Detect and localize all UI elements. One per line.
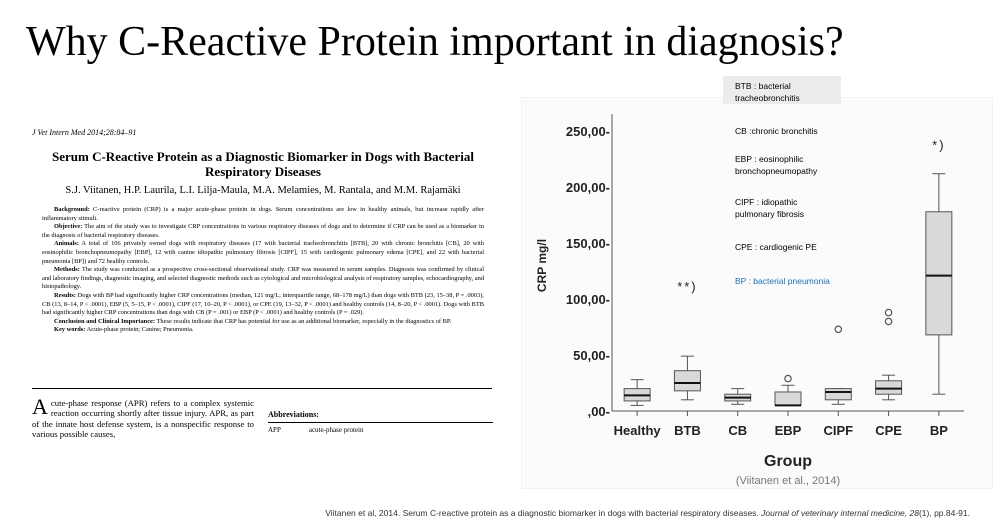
legend-item: CPE : cardiogenic PE <box>735 242 817 252</box>
legend-item: CB :chronic bronchitis <box>735 126 818 136</box>
outlier-point <box>784 374 792 383</box>
abbreviation-row: APP acute-phase protein <box>268 426 364 434</box>
x-tick-label: EBP <box>775 423 802 438</box>
x-tick-label: CIPF <box>823 423 853 438</box>
legend-item: CIPF : idiopathic pulmonary fibrosis <box>735 197 804 219</box>
box-iqr <box>925 211 953 336</box>
abstract-paragraph: Results: Dogs with BP had significantly … <box>42 291 484 317</box>
boxplot-chart: ,00- 50,00- 100,00- 150,00- 200,00- 250,00- CR… <box>535 114 964 487</box>
y-tick-label: 50,00- <box>573 348 610 363</box>
abbreviations-box: Abbreviations: APP acute-phase protein <box>268 410 493 435</box>
paper-title: Serum C-Reactive Protein as a Diagnostic… <box>52 149 474 179</box>
abstract-paragraph: Conclusion and Clinical Importance: Thes… <box>54 317 452 325</box>
box-iqr <box>824 388 852 401</box>
significance-annotation: **) <box>677 279 697 294</box>
y-tick-label: 250,00- <box>566 124 610 139</box>
citation: Viitanen et al, 2014. Serum C-reactive p… <box>325 508 970 518</box>
y-tick-label: 150,00- <box>566 236 610 251</box>
abstract-paragraph: Methods: The study was conducted as a pr… <box>42 266 485 291</box>
y-tick-label: ,00- <box>588 404 610 419</box>
abstract-paragraph: Objective: The aim of the study was to i… <box>42 223 484 239</box>
chart-background <box>522 98 992 488</box>
paper-excerpt: J Vet Intern Med 2014;28:84–91 Serum C-R… <box>28 128 498 443</box>
box-iqr <box>875 380 903 395</box>
abstract-paragraph: Key words: Acute-phase protein; Canine; … <box>54 326 194 334</box>
section-divider <box>32 388 492 389</box>
significance-annotation: *) <box>932 138 945 153</box>
y-tick-label: 100,00- <box>566 292 610 307</box>
x-axis-label: Group <box>764 453 812 470</box>
outlier-point <box>884 317 893 326</box>
box-iqr <box>774 391 802 406</box>
y-axis-label: CRP mg/l <box>535 239 549 292</box>
x-tick-label: CPE <box>875 423 902 438</box>
abstract-paragraph: Animals: A total of 106 privately owned … <box>42 240 484 265</box>
legend-item: BP : bacterial pneumonia <box>735 276 830 286</box>
x-tick-label: BTB <box>674 423 701 438</box>
chart-source: (Viitanen et al., 2014) <box>736 475 840 487</box>
abstract-paragraph: Background: C-reactive protein (CRP) is … <box>42 206 484 222</box>
y-tick-label: 200,00- <box>566 180 610 195</box>
legend-item: BTB : bacterial tracheobronchitis <box>735 81 800 103</box>
legend-highlight <box>723 76 841 104</box>
paper-journal: J Vet Intern Med 2014;28:84–91 <box>32 128 137 137</box>
box-iqr <box>673 370 701 392</box>
paper-authors: S.J. Viitanen, H.P. Laurila, L.I. Lilja-… <box>65 185 461 196</box>
abbreviations-title: Abbreviations: <box>268 410 493 423</box>
outlier-point <box>884 308 893 317</box>
x-tick-label: CB <box>728 423 747 438</box>
outlier-point <box>834 325 843 334</box>
x-tick-label: Healthy <box>614 423 662 438</box>
legend-item: EBP : eosinophilic bronchopneumopathy <box>735 154 818 176</box>
paper-abstract: Background: C-reactive protein (CRP) is … <box>42 206 484 335</box>
chart-panel: ,00- 50,00- 100,00- 150,00- 200,00- 250,00- CR… <box>521 97 993 489</box>
slide-title: Why C-Reactive Protein important in diag… <box>26 19 844 65</box>
x-tick-label: BP <box>930 423 948 438</box>
drop-cap: A <box>32 394 48 419</box>
